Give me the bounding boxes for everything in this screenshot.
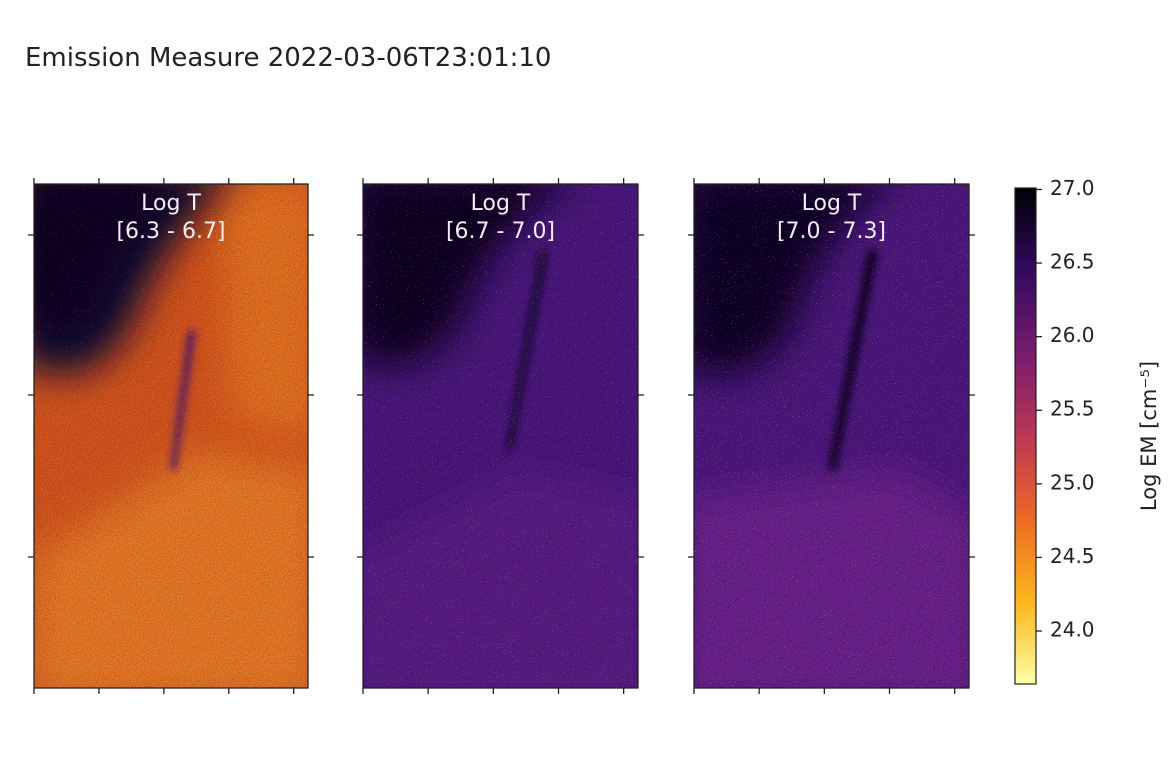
colorbar-tick-label: 24.5: [1050, 544, 1095, 568]
colorbar-tick-label: 27.0: [1050, 176, 1095, 200]
panel-title: Log T: [802, 191, 862, 216]
colorbar-tick-label: 25.5: [1050, 397, 1095, 421]
colorbar: [1014, 187, 1037, 685]
panel-frame: [693, 183, 970, 689]
panel-title: [6.3 - 6.7]: [116, 219, 225, 244]
colorbar-tick-label: 24.0: [1050, 618, 1095, 642]
colorbar-tick-label: 26.0: [1050, 323, 1095, 347]
figure-title: Emission Measure 2022-03-06T23:01:10: [25, 43, 551, 73]
colorbar-tick-label: 25.0: [1050, 470, 1095, 494]
panel-title: [7.0 - 7.3]: [777, 219, 886, 244]
colorbar-label: Log EM [cm⁻⁵]: [1137, 361, 1161, 511]
panel-image: [34, 184, 308, 688]
panel-title: Log T: [141, 191, 201, 216]
panel-frame: [362, 183, 639, 689]
panel-title: Log T: [471, 191, 531, 216]
panel-image: [363, 184, 638, 688]
colorbar-tick-label: 26.5: [1050, 250, 1095, 274]
panel-frame: [33, 183, 309, 689]
panel-title: [6.7 - 7.0]: [446, 219, 555, 244]
panel-image: [694, 184, 969, 688]
